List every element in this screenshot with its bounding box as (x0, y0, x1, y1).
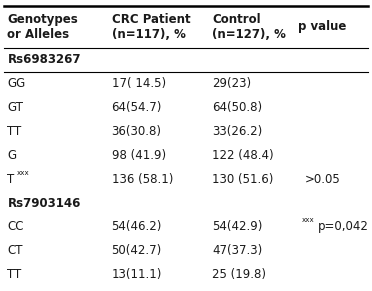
Text: GG: GG (7, 77, 26, 90)
Text: 64(54.7): 64(54.7) (112, 101, 162, 114)
Text: TT: TT (7, 125, 22, 138)
Text: 13(11.1): 13(11.1) (112, 268, 162, 281)
Text: 50(42.7): 50(42.7) (112, 244, 162, 257)
Text: 25 (19.8): 25 (19.8) (212, 268, 266, 281)
Text: Control
(n=127), %: Control (n=127), % (212, 13, 286, 41)
Text: 122 (48.4): 122 (48.4) (212, 149, 274, 162)
Text: p=0,042: p=0,042 (318, 221, 369, 233)
Text: xxx: xxx (301, 217, 314, 223)
Text: 54(46.2): 54(46.2) (112, 221, 162, 233)
Text: 17( 14.5): 17( 14.5) (112, 77, 166, 90)
Text: 33(26.2): 33(26.2) (212, 125, 262, 138)
Text: 36(30.8): 36(30.8) (112, 125, 161, 138)
Text: CRC Patient
(n=117), %: CRC Patient (n=117), % (112, 13, 190, 41)
Text: 130 (51.6): 130 (51.6) (212, 173, 273, 186)
Text: Rs6983267: Rs6983267 (7, 54, 81, 66)
Text: TT: TT (7, 268, 22, 281)
Text: p value: p value (298, 20, 346, 33)
Text: 64(50.8): 64(50.8) (212, 101, 262, 114)
Text: xxx: xxx (17, 170, 29, 175)
Text: T: T (7, 173, 15, 186)
Text: 54(42.9): 54(42.9) (212, 221, 262, 233)
Text: CC: CC (7, 221, 24, 233)
Text: 98 (41.9): 98 (41.9) (112, 149, 166, 162)
Text: Rs7903146: Rs7903146 (7, 197, 81, 210)
Text: GT: GT (7, 101, 23, 114)
Text: Genotypes
or Alleles: Genotypes or Alleles (7, 13, 78, 41)
Text: 29(23): 29(23) (212, 77, 251, 90)
Text: 136 (58.1): 136 (58.1) (112, 173, 173, 186)
Text: CT: CT (7, 244, 23, 257)
Text: G: G (7, 149, 17, 162)
Text: >0.05: >0.05 (305, 173, 341, 186)
Text: 47(37.3): 47(37.3) (212, 244, 262, 257)
